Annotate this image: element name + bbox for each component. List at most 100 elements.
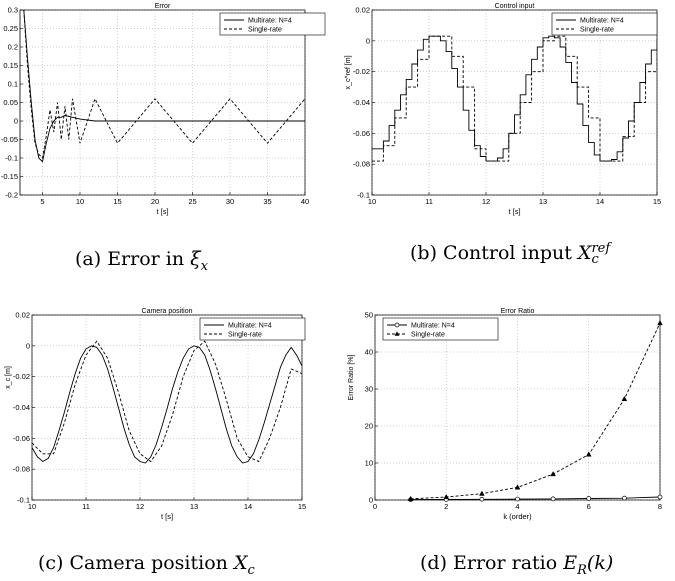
series-line-0 (410, 496, 660, 500)
error-chart: Error 5 10 15 20 25 30 35 40 0.3 0.25 0.2 0.15 0.1 0.0… (1, 3, 326, 216)
x-tick-label: 12 (136, 502, 144, 511)
data-point-circle (515, 496, 520, 502)
y-tick-label: -0.02 (353, 67, 370, 76)
y-tick-label: -0.1 (357, 191, 370, 200)
x-tick-label: 14 (244, 502, 252, 511)
x-tick-label: 35 (263, 197, 271, 206)
legend-box (219, 12, 326, 36)
series-line-0 (32, 345, 302, 464)
y-tick-label: -0.05 (1, 135, 18, 144)
x-tick-label: 6 (587, 502, 591, 511)
legend-box (382, 317, 499, 341)
y-tick-label: 0.1 (8, 80, 18, 89)
y-tick-label: 10 (365, 459, 373, 468)
y-tick-label: -0.06 (13, 434, 30, 443)
legend-label: Single-rate (228, 332, 262, 339)
x-axis-label: k (order) (503, 512, 532, 521)
y-tick-label: -0.04 (13, 403, 30, 412)
y-tick-label: 0.3 (8, 6, 18, 15)
x-tick-label: 13 (539, 197, 547, 206)
y-axis-label: x_c [m] (5, 366, 12, 389)
y-tick-label: 0.02 (355, 6, 370, 15)
y-tick-label: 50 (365, 311, 373, 320)
caption-d-text: (d) Error ratio (420, 552, 564, 574)
legend-label: Multirate: N=4 (248, 18, 292, 25)
caption-b-subscript: c (591, 252, 599, 267)
data-point-circle (657, 494, 663, 500)
panel-error: Error 5 10 15 20 25 30 35 40 0.3 0.25 0.2 0.15 0.1 0.0… (0, 0, 330, 225)
y-axis-label: x_c^ref [m] (345, 55, 352, 89)
data-point-triangle (657, 320, 663, 326)
y-tick-label: -0.1 (5, 154, 18, 163)
caption-d: (d) Error ratio ER(k) (420, 552, 613, 578)
y-tick-label: -0.02 (13, 372, 30, 381)
y-tick-label: 0.02 (15, 311, 30, 320)
y-tick-label: 0.05 (3, 98, 18, 107)
y-tick-label: 30 (365, 385, 373, 394)
y-tick-label: -0.15 (1, 172, 18, 181)
panel-error-ratio: Error Ratio 0 2 4 6 8 50 40 30 20 10 0 k (order) Erro… (340, 305, 675, 530)
caption-c-symbol: X (233, 552, 248, 574)
legend-label: Multirate: N=4 (228, 323, 272, 330)
caption-c: (c) Camera position Xc (38, 552, 255, 578)
x-tick-label: 15 (298, 502, 306, 511)
y-tick-label: 0 (26, 341, 30, 350)
x-tick-label: 11 (82, 502, 90, 511)
data-point-triangle (443, 493, 450, 500)
data-point-circle (479, 496, 485, 502)
legend-label: Single-rate (411, 332, 445, 339)
camera-position-chart: Camera position 10 11 12 13 14 15 0.02 0 -0.02 -0.… (5, 308, 306, 521)
panel-control-input: Control input 10 11 12 13 14 15 0.02 0 -0.02 -0.04… (340, 0, 675, 225)
series-line-0 (372, 35, 657, 162)
x-tick-label: 14 (596, 197, 604, 206)
caption-d-subscript: R (577, 562, 587, 578)
legend-label: Single-rate (580, 27, 614, 34)
x-tick-label: 2 (444, 502, 448, 511)
y-tick-label: -0.1 (17, 496, 30, 505)
x-tick-label: 30 (226, 197, 234, 206)
data-point-triangle (550, 470, 556, 477)
x-axis-label: t [s] (161, 512, 173, 521)
y-tick-label: 0.2 (8, 43, 18, 52)
legend-label: Multirate: N=4 (580, 18, 624, 25)
series-line-1 (32, 340, 302, 463)
x-tick-label: 15 (113, 197, 121, 206)
data-point-triangle (514, 484, 521, 490)
data-point-triangle (407, 495, 414, 501)
x-tick-label: 12 (482, 197, 490, 206)
y-tick-label: 0 (369, 496, 373, 505)
caption-a-subscript: x (200, 258, 208, 274)
x-tick-label: 8 (658, 502, 662, 511)
y-tick-label: 0.25 (3, 24, 18, 33)
y-tick-label: 0.15 (3, 61, 18, 70)
x-tick-label: 20 (151, 197, 159, 206)
caption-c-text: (c) Camera position (38, 552, 234, 574)
y-tick-label: -0.06 (353, 129, 370, 138)
y-tick-label: 0 (14, 117, 18, 126)
data-point-circle (550, 496, 556, 502)
x-tick-label: 10 (368, 197, 376, 206)
x-tick-label: 4 (515, 502, 519, 511)
y-tick-label: -0.04 (353, 98, 370, 107)
legend-label: Single-rate (248, 27, 282, 34)
chart-title: Error Ratio (501, 308, 535, 315)
error-ratio-chart: Error Ratio 0 2 4 6 8 50 40 30 20 10 0 k (order) Erro… (348, 308, 663, 521)
x-tick-label: 10 (28, 502, 36, 511)
x-tick-label: 11 (425, 197, 433, 206)
caption-b-superscript: ref (591, 241, 611, 256)
x-tick-label: 13 (190, 502, 198, 511)
legend-box (551, 12, 658, 36)
x-tick-label: 5 (40, 197, 44, 206)
caption-a-text: (a) Error in (75, 248, 191, 270)
series-line-1 (23, 10, 305, 159)
y-tick-label: -0.08 (353, 160, 370, 169)
caption-d-suffix: (k) (586, 552, 614, 574)
data-point-circle (586, 496, 592, 501)
chart-title: Camera position (142, 308, 193, 315)
chart-title: Control input (495, 3, 535, 10)
x-tick-label: 15 (653, 197, 661, 206)
data-point-triangle (585, 451, 592, 457)
x-axis-label: t [s] (156, 207, 168, 216)
legend-box (199, 317, 306, 341)
